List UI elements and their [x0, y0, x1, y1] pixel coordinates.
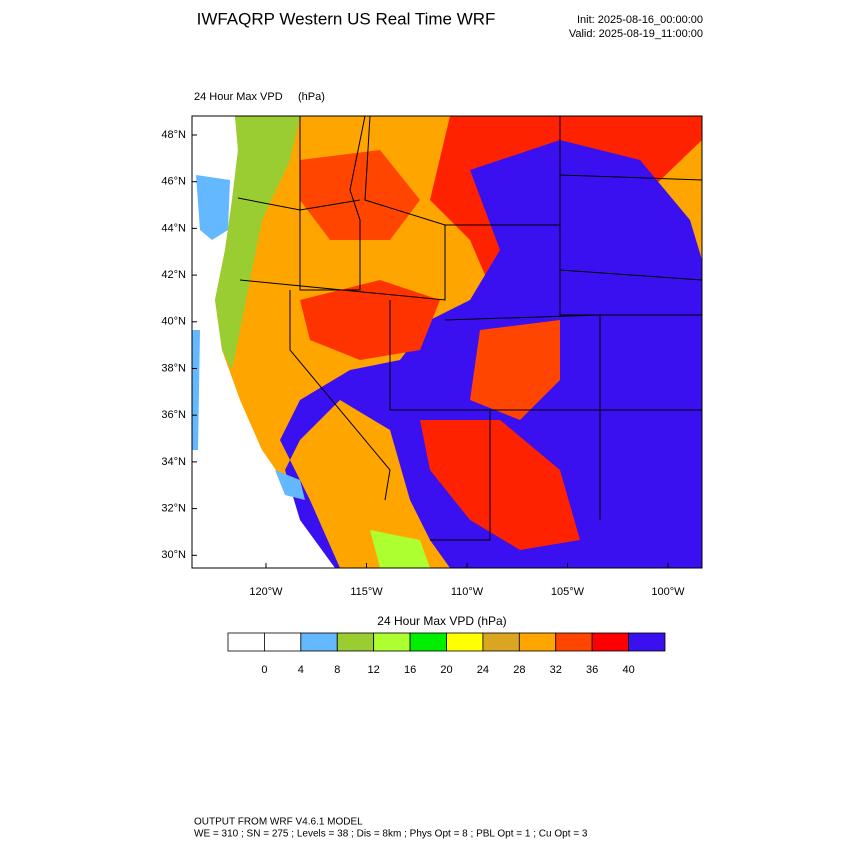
colorbar-label: 40	[622, 664, 634, 676]
colorbar-box	[555, 632, 593, 652]
init-time: Init: 2025-08-16_00:00:00	[577, 14, 703, 26]
colorbar-title: 24 Hour Max VPD (hPa)	[377, 614, 506, 628]
colorbar-box	[300, 632, 338, 652]
colorbar-box	[628, 632, 666, 652]
colorbar-label: 0	[261, 664, 267, 676]
colorbar-label: 24	[477, 664, 489, 676]
colorbar-box	[482, 632, 520, 652]
map	[191, 115, 703, 569]
colorbar-box	[264, 632, 302, 652]
lat-label: 44°N	[161, 222, 186, 234]
colorbar-box	[518, 632, 557, 652]
lat-label: 40°N	[161, 316, 186, 328]
footer-line: WE = 310 ; SN = 275 ; Levels = 38 ; Dis …	[194, 829, 588, 840]
colorbar-label: 36	[586, 664, 598, 676]
colorbar-box	[227, 632, 265, 652]
footer-line: OUTPUT FROM WRF V4.6.1 MODEL	[194, 817, 363, 828]
lon-label: 110°W	[451, 586, 484, 598]
colorbar-box	[373, 632, 411, 652]
lat-label: 46°N	[161, 176, 186, 188]
lat-label: 30°N	[161, 549, 186, 561]
colorbar-box	[409, 632, 447, 652]
lat-label: 32°N	[161, 503, 186, 515]
lon-label: 120°W	[249, 586, 283, 598]
field-label: 24 Hour Max VPD	[194, 91, 283, 103]
colorbar-box	[446, 632, 484, 652]
colorbar-box	[336, 632, 375, 652]
colorbar-box	[591, 632, 629, 652]
colorbar-label: 8	[334, 664, 340, 676]
lon-label: 115°W	[350, 586, 383, 598]
colorbar-label: 32	[550, 664, 562, 676]
lon-label: 105°W	[551, 586, 585, 598]
colorbar-label: 20	[440, 664, 452, 676]
lat-label: 38°N	[161, 362, 186, 374]
lat-label: 42°N	[161, 269, 186, 281]
lat-label: 34°N	[161, 456, 186, 468]
lat-label: 36°N	[161, 409, 186, 421]
colorbar-label: 4	[298, 664, 304, 676]
colorbar-label: 16	[404, 664, 416, 676]
colorbar-label: 28	[513, 664, 525, 676]
field-units: (hPa)	[298, 91, 325, 103]
valid-time: Valid: 2025-08-19_11:00:00	[569, 28, 703, 40]
colorbar-label: 12	[368, 664, 380, 676]
lon-label: 100°W	[651, 586, 685, 598]
lat-label: 48°N	[161, 129, 186, 141]
title: IWFAQRP Western US Real Time WRF	[197, 9, 496, 28]
